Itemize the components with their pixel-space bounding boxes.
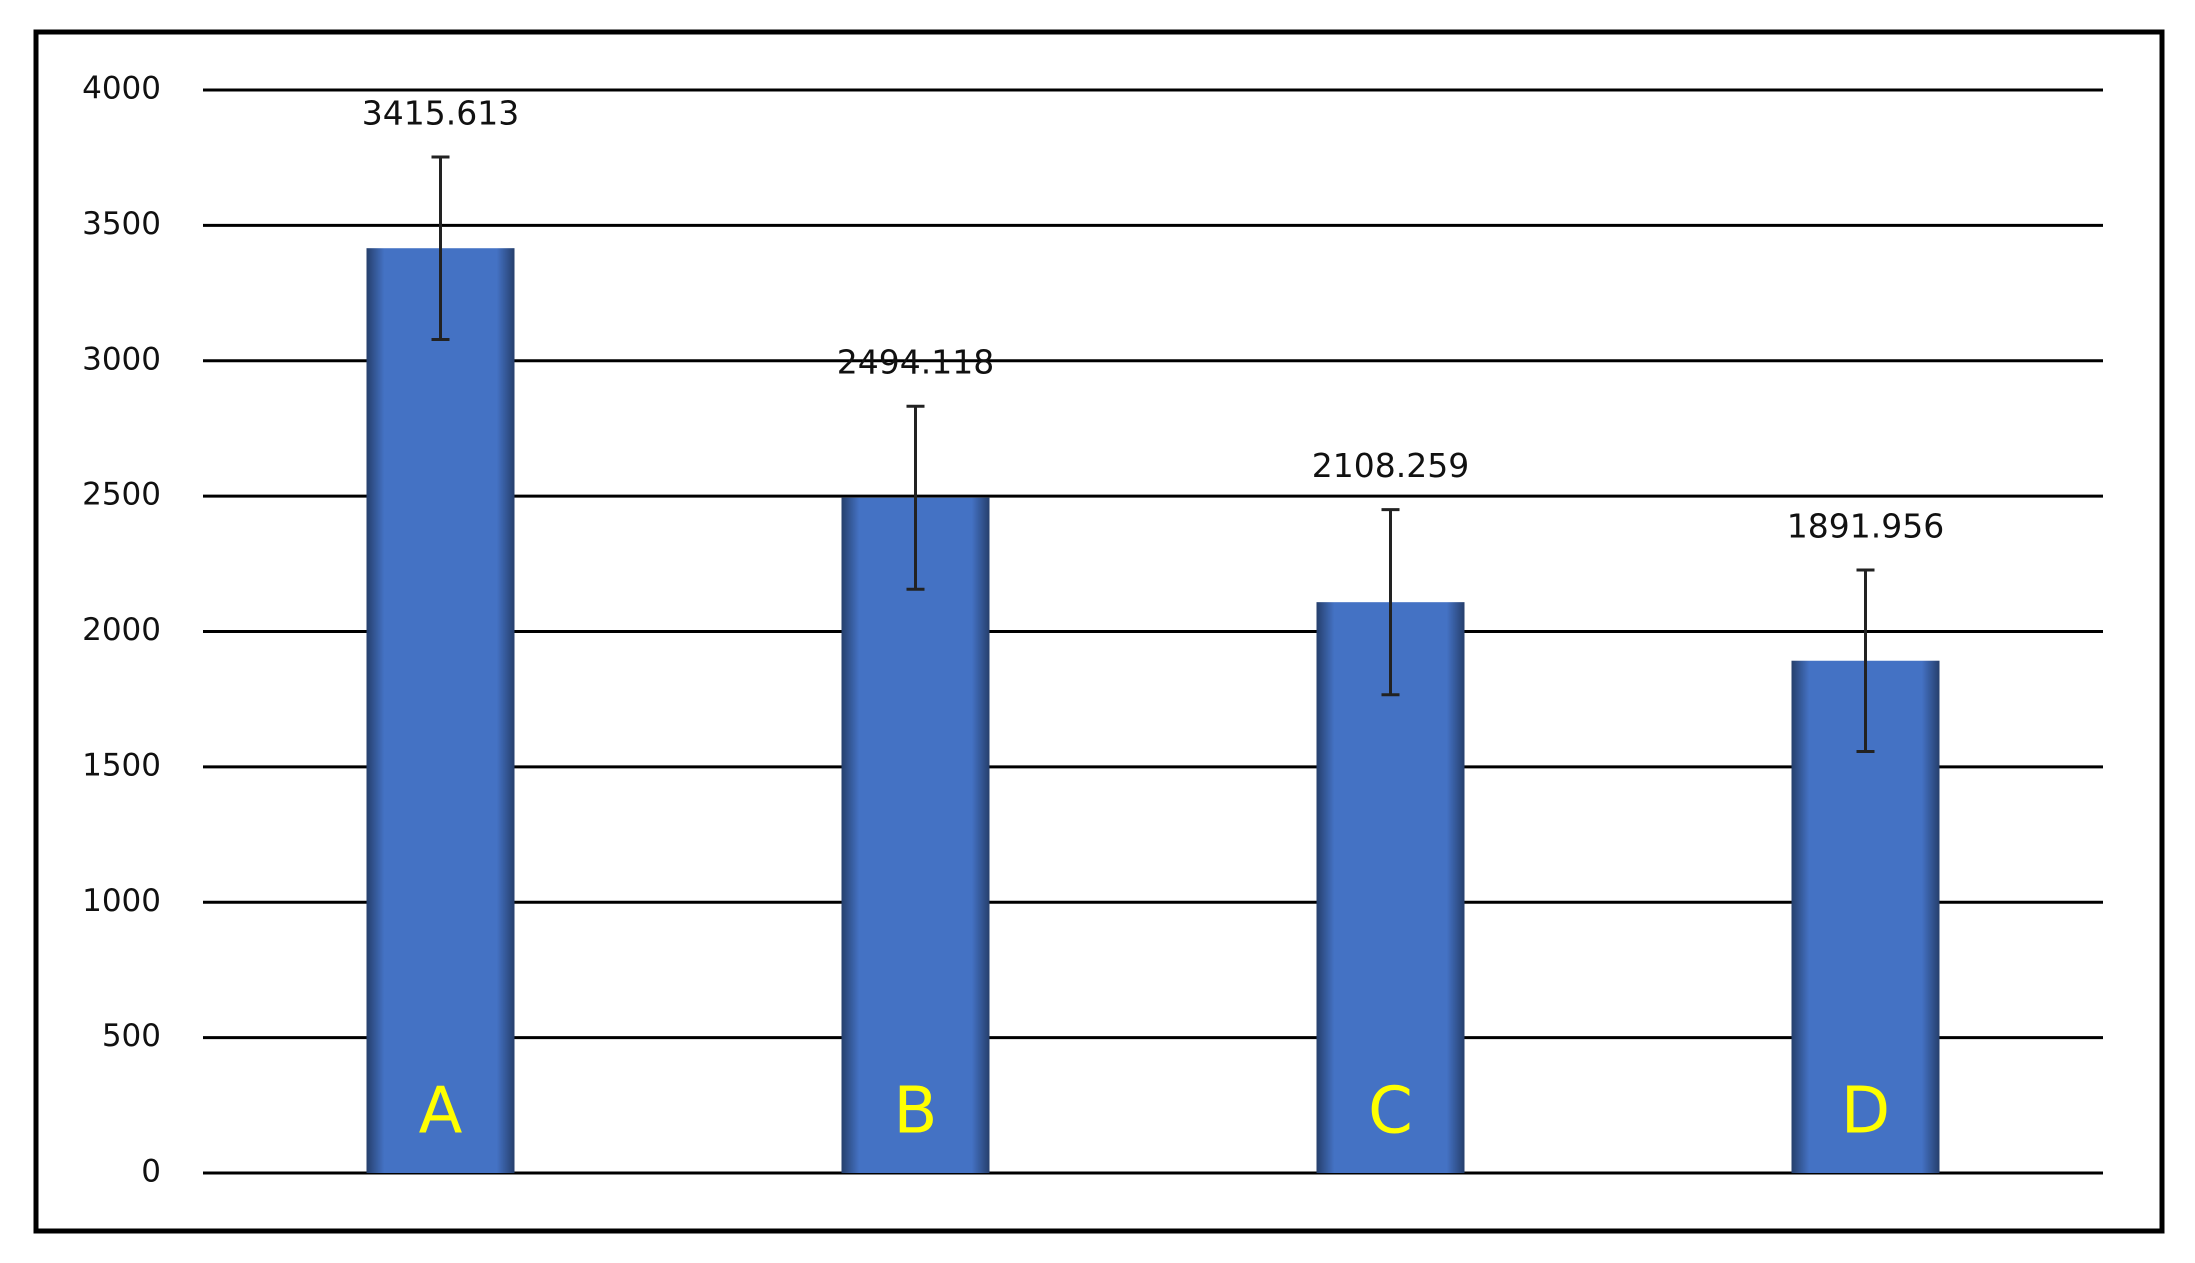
bar-shade bbox=[1316, 602, 1465, 1173]
category-label: B bbox=[894, 1075, 938, 1149]
y-tick-label: 3000 bbox=[82, 341, 161, 377]
y-tick-label: 2000 bbox=[82, 612, 161, 648]
y-tick-label: 500 bbox=[102, 1018, 161, 1054]
error-bar bbox=[1381, 508, 1400, 697]
value-label: 1891.956 bbox=[1787, 507, 1944, 546]
y-tick-label: 3500 bbox=[82, 206, 161, 242]
y-tick-label: 2500 bbox=[82, 477, 161, 513]
y-tick-label: 0 bbox=[141, 1154, 161, 1190]
chart-border bbox=[33, 29, 2165, 1234]
bar-shade bbox=[366, 248, 515, 1173]
category-label: C bbox=[1368, 1075, 1413, 1149]
bar-shade bbox=[841, 497, 990, 1174]
category-label: A bbox=[419, 1075, 463, 1149]
value-label: 2494.118 bbox=[837, 343, 994, 382]
error-bar bbox=[431, 155, 450, 341]
value-label: 2108.259 bbox=[1312, 446, 1469, 485]
error-bar bbox=[1856, 568, 1875, 753]
category-label: D bbox=[1841, 1075, 1890, 1149]
y-tick-label: 4000 bbox=[82, 71, 161, 107]
value-label: 3415.613 bbox=[362, 93, 519, 132]
y-tick-label: 1000 bbox=[82, 883, 161, 919]
y-tick-label: 1500 bbox=[82, 747, 161, 783]
error-bar bbox=[906, 404, 925, 591]
